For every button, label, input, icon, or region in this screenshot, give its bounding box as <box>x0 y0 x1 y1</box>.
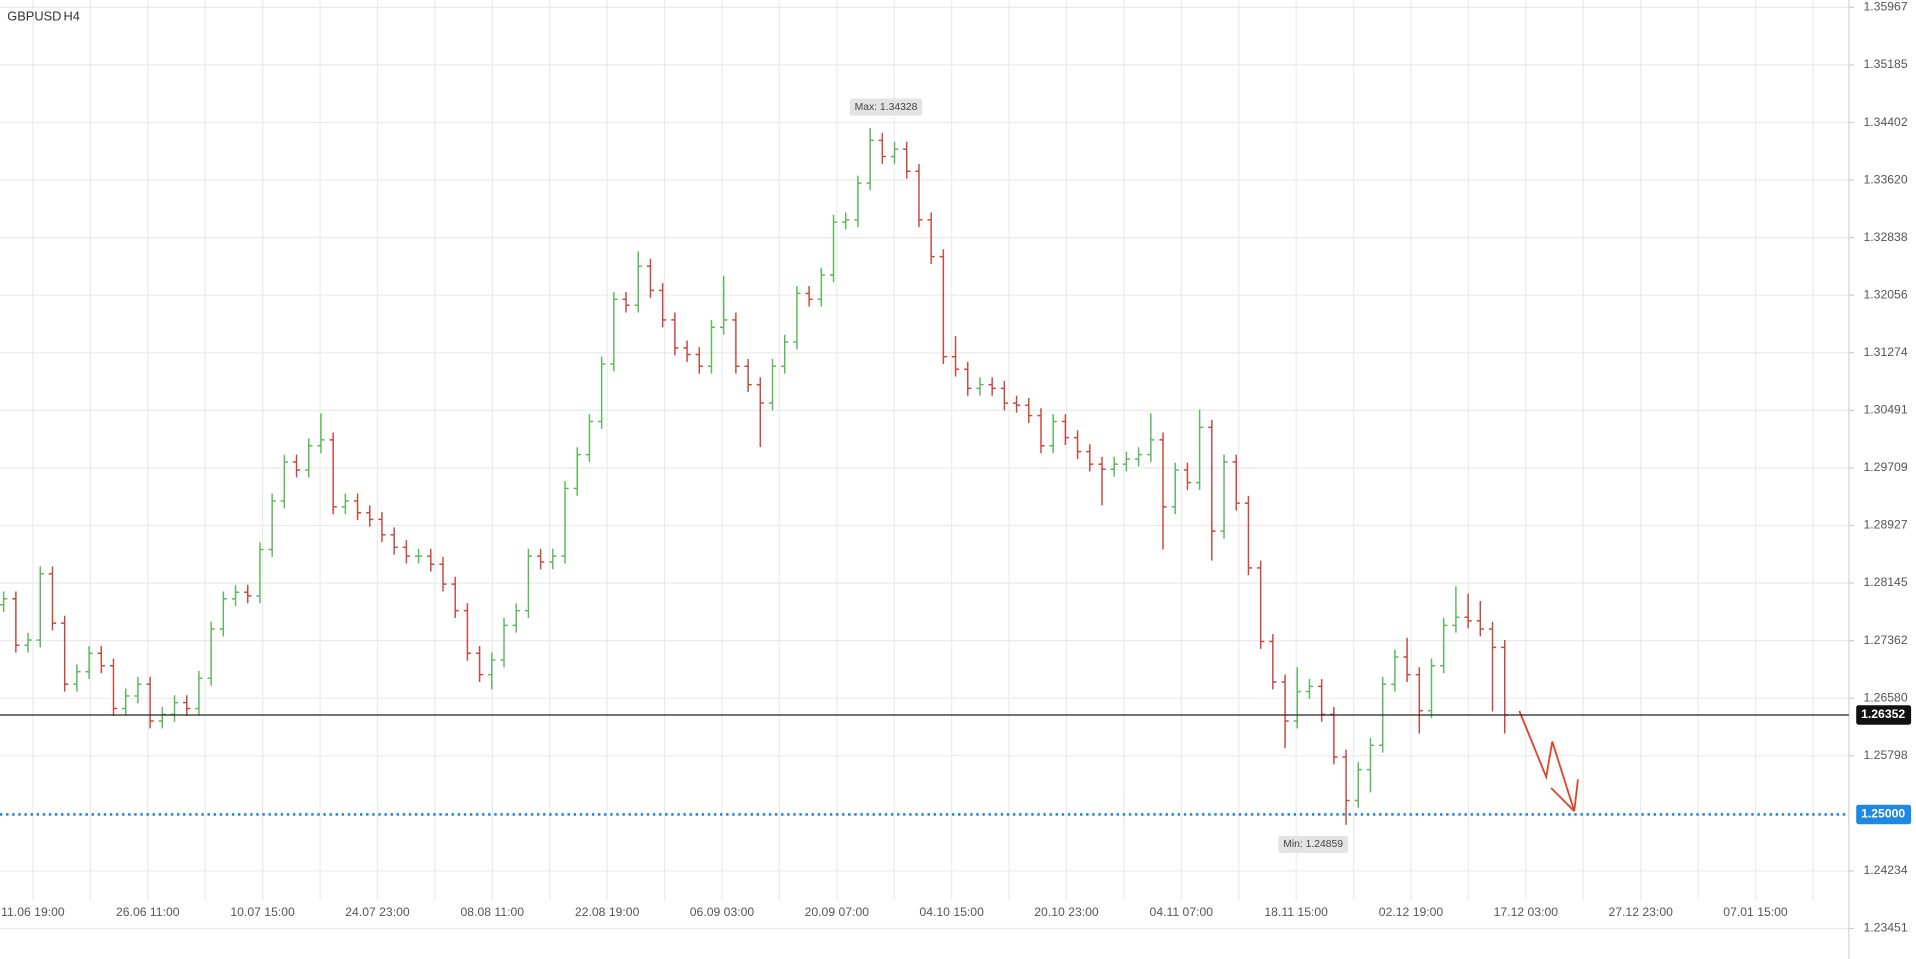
x-tick-label: 04.10 15:00 <box>919 905 984 919</box>
symbol: GBPUSD <box>7 8 61 23</box>
grid: 1.35967 1.35185 1.34402 1.33620 1.32838 1.320… <box>0 0 1908 935</box>
overlays: 1.26352 1.25000 Max: 1.34328 Min: 1.24859 <box>0 98 1912 853</box>
y-tick-label: 1.28927 <box>1864 518 1908 532</box>
y-tick-label: 1.28145 <box>1864 575 1908 589</box>
y-tick-label: 1.29709 <box>1864 460 1908 474</box>
x-tick-label: 22.08 19:00 <box>575 905 640 919</box>
x-tick-label: 18.11 15:00 <box>1264 905 1328 919</box>
y-tick-label: 1.23451 <box>1864 921 1908 935</box>
y-tick-label: 1.32838 <box>1864 230 1908 244</box>
level-label: 1.25000 <box>1861 807 1905 821</box>
timeframe: H4 <box>63 8 79 23</box>
y-tick-label: 1.26580 <box>1864 690 1908 704</box>
level-box <box>1856 804 1912 825</box>
y-tick-label: 1.30491 <box>1864 403 1908 417</box>
arrow-path <box>1518 710 1576 812</box>
max-label: Max: 1.34328 <box>855 102 918 113</box>
price-label: 1.26352 <box>1861 707 1905 721</box>
y-tick-label: 1.27362 <box>1864 633 1908 647</box>
x-tick-label: 11.06 19:00 <box>1 905 65 919</box>
y-tick-label: 1.33620 <box>1864 172 1908 186</box>
x-tick-label: 17.12 03:00 <box>1494 905 1559 919</box>
arrow-head <box>1573 779 1579 812</box>
y-tick-label: 1.35967 <box>1864 0 1908 14</box>
x-tick-label: 06.09 03:00 <box>690 905 755 919</box>
y-tick-label: 1.32056 <box>1864 287 1908 301</box>
x-tick-label: 04.11 07:00 <box>1150 905 1214 919</box>
x-tick-label: 10.07 15:00 <box>230 905 295 919</box>
x-tick-label: 07.01 15:00 <box>1723 905 1788 919</box>
y-tick-label: 1.24234 <box>1864 863 1908 877</box>
bars <box>0 127 1509 825</box>
x-tick-label: 24.07 23:00 <box>345 905 410 919</box>
price-box <box>1856 705 1912 725</box>
arrow-head <box>1550 787 1575 812</box>
x-tick-label: 27.12 23:00 <box>1608 905 1673 919</box>
y-tick-label: 1.34402 <box>1864 115 1908 129</box>
x-tick-label: 08.08 11:00 <box>461 905 525 919</box>
y-tick-label: 1.35185 <box>1864 57 1908 71</box>
y-tick-label: 1.25798 <box>1864 748 1908 762</box>
y-tick-label: 1.31274 <box>1864 345 1908 359</box>
max-label-box <box>849 98 923 116</box>
x-tick-label: 02.12 19:00 <box>1379 905 1444 919</box>
min-label-box <box>1278 835 1348 853</box>
forecast-arrow <box>1518 710 1579 812</box>
min-label: Min: 1.24859 <box>1283 839 1343 850</box>
x-tick-label: 20.09 07:00 <box>805 905 870 919</box>
x-tick-label: 20.10 23:00 <box>1034 905 1099 919</box>
x-tick-label: 26.06 11:00 <box>116 905 180 919</box>
